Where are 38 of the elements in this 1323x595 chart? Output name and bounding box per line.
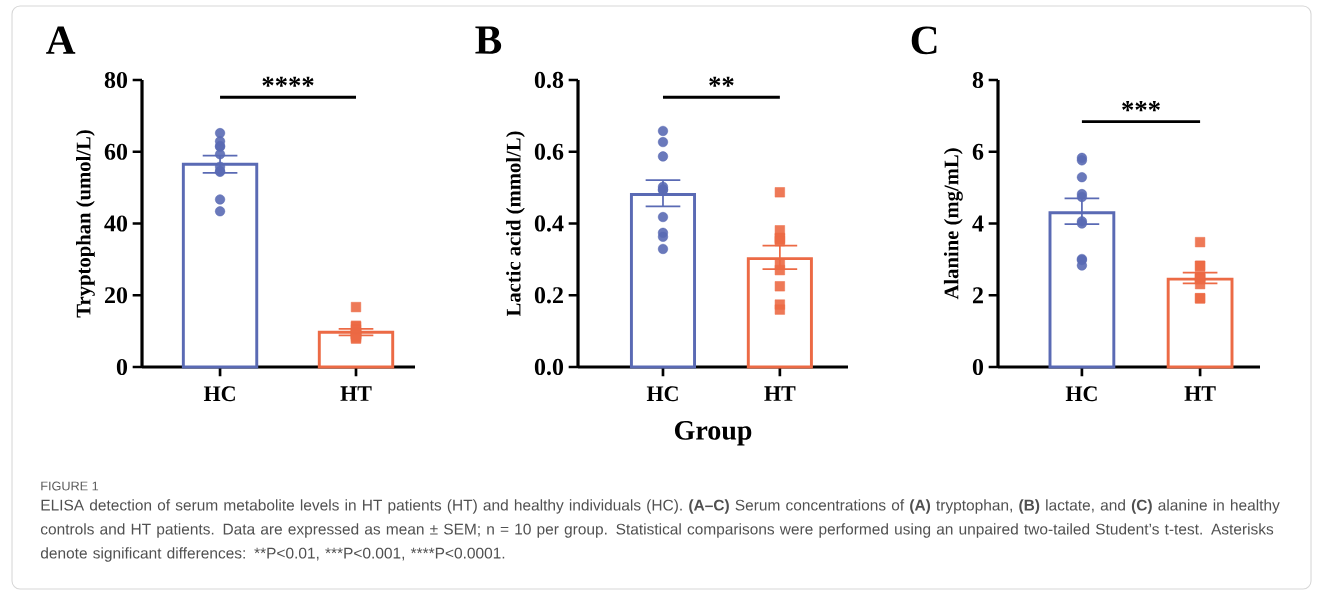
y-tick-label: 0.6	[534, 143, 564, 160]
x-tick-label: HT	[340, 386, 372, 401]
chart-title: B	[475, 26, 502, 54]
text: controls and HT patients. Data are expressed as mean ± SEM; n = 10 per group. Statistical comparisons were performed using an unpaired two-tailed Student’s t-test. Asterisks	[40, 523, 1274, 538]
y-tick-label: 0	[972, 358, 984, 376]
annotation: ***	[1122, 101, 1160, 112]
annotation: ****	[262, 76, 314, 87]
caption: FIGURE 1	[41, 481, 99, 491]
x-tick-label: HC	[1065, 386, 1097, 402]
y-axis-title: Lactic acid (mmol/L)	[506, 131, 525, 317]
x-axis-title: Group	[674, 420, 752, 446]
chart-title: C	[911, 26, 937, 55]
y-tick-label: 0.0	[534, 358, 564, 376]
y-tick-label: 0.4	[534, 215, 564, 232]
y-axis-title: Tryptophan (umol/L)	[76, 130, 95, 318]
x-tick-label: HT	[764, 386, 796, 401]
text: ***P<0.001,	[325, 547, 405, 561]
y-tick-label: 0.8	[534, 71, 564, 89]
y-tick-label: 2	[972, 287, 983, 304]
y-tick-label: 8	[972, 71, 984, 89]
x-tick-label: HT	[1184, 386, 1216, 401]
y-tick-label: 80	[104, 71, 128, 89]
text: denote significant differences:	[40, 547, 245, 562]
y-tick-label: 0.2	[534, 287, 563, 304]
y-tick-label: 6	[972, 143, 984, 160]
y-axis-title: Alanine (mg/mL)	[943, 148, 963, 300]
text: **P<0.01,	[254, 547, 319, 561]
text: ****P<0.0001.	[410, 547, 505, 559]
chart-title: A	[46, 26, 76, 54]
y-tick-label: 20	[104, 287, 128, 304]
x-tick-label: HC	[646, 386, 678, 402]
text: ELISA detection of serum metabolite levels in HT patients (HT) and healthy individuals (HC). (A–C) Serum concentrations of (A) tryptophan, (B) lactate, and (C) alanine in healthy	[41, 499, 1280, 514]
annotation: **	[709, 76, 734, 87]
x-tick-label: HC	[203, 386, 235, 402]
y-tick-label: 40	[104, 215, 128, 232]
y-tick-label: 0	[116, 358, 128, 376]
y-tick-label: 60	[104, 143, 128, 160]
y-tick-label: 4	[972, 215, 984, 232]
